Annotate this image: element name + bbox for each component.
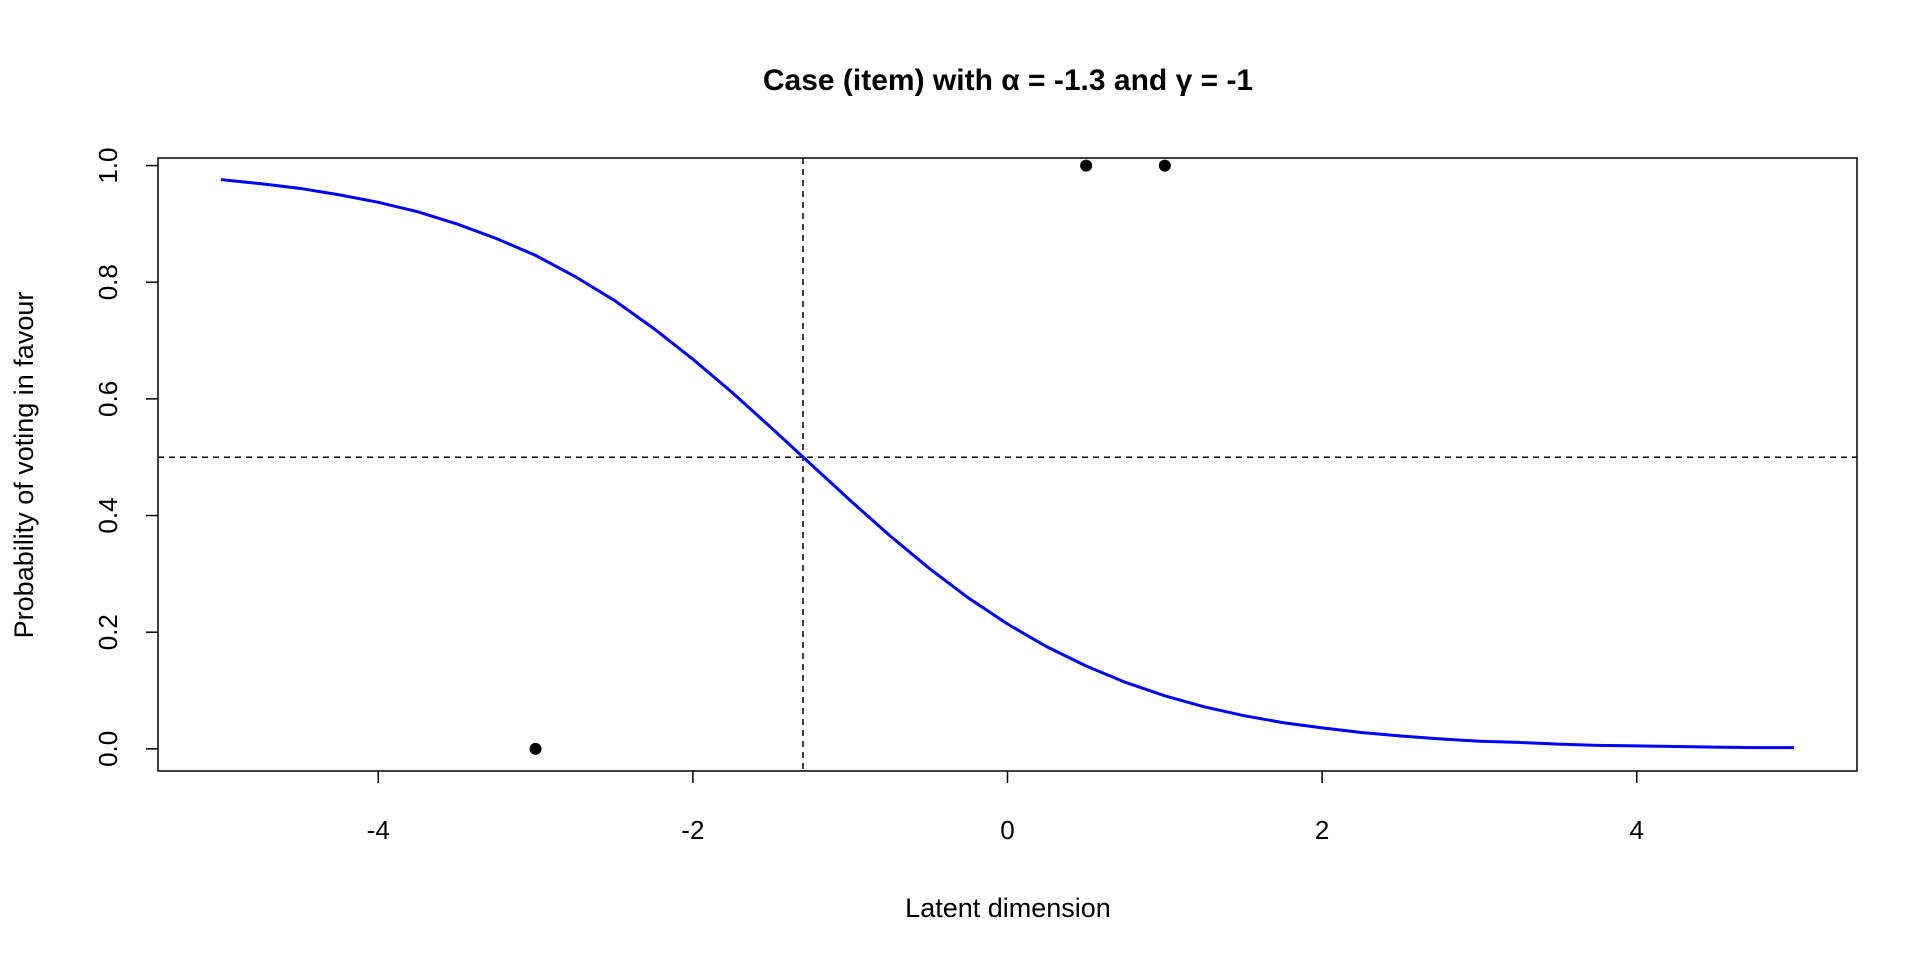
x-tick-label: 0: [1000, 815, 1014, 845]
y-tick-label: 1.0: [93, 148, 123, 184]
x-tick-label: 2: [1315, 815, 1329, 845]
curve: [220, 178, 1795, 750]
x-tick-label: -2: [681, 815, 704, 845]
x-axis-label: Latent dimension: [905, 893, 1111, 923]
y-tick-label: 0.2: [93, 614, 123, 650]
y-tick-label: 0.6: [93, 381, 123, 417]
point: [529, 742, 542, 755]
y-axis-label: Probability of voting in favour: [9, 292, 39, 639]
plot-frame: [157, 157, 1858, 772]
y-tick-label: 0.4: [93, 497, 123, 533]
y-tick-label: 0.8: [93, 264, 123, 300]
y-tick-label: 0.0: [93, 731, 123, 767]
point: [1080, 159, 1093, 172]
x-tick-label: -4: [367, 815, 390, 845]
x-tick-label: 4: [1630, 815, 1644, 845]
point: [1158, 159, 1171, 172]
chart-title: Case (item) with α = -1.3 and γ = -1: [763, 64, 1253, 97]
